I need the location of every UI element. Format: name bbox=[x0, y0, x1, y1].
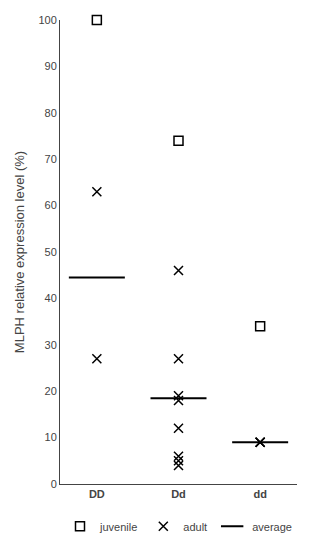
svg-text:adult: adult bbox=[183, 521, 207, 533]
svg-text:dd: dd bbox=[253, 488, 266, 500]
svg-text:10: 10 bbox=[45, 431, 57, 443]
svg-text:juvenile: juvenile bbox=[99, 521, 137, 533]
svg-text:20: 20 bbox=[45, 385, 57, 397]
svg-text:100: 100 bbox=[38, 14, 56, 26]
svg-text:40: 40 bbox=[45, 292, 57, 304]
svg-text:average: average bbox=[252, 521, 292, 533]
svg-text:50: 50 bbox=[45, 246, 57, 258]
svg-text:80: 80 bbox=[45, 107, 57, 119]
svg-text:60: 60 bbox=[45, 199, 57, 211]
svg-text:30: 30 bbox=[45, 339, 57, 351]
svg-text:DD: DD bbox=[89, 488, 105, 500]
svg-text:Dd: Dd bbox=[171, 488, 186, 500]
svg-text:MLPH relative expression level: MLPH relative expression level (%) bbox=[12, 151, 27, 353]
svg-text:0: 0 bbox=[51, 478, 57, 490]
svg-text:70: 70 bbox=[45, 153, 57, 165]
svg-text:90: 90 bbox=[45, 60, 57, 72]
